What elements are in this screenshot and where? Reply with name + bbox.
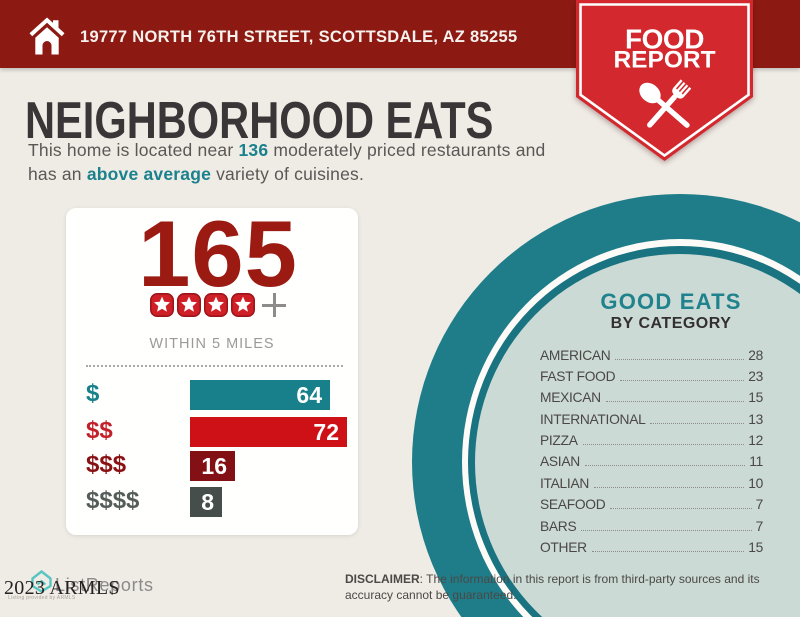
svg-text:FOOD: FOOD (625, 24, 704, 55)
svg-text:REPORT: REPORT (613, 47, 715, 74)
